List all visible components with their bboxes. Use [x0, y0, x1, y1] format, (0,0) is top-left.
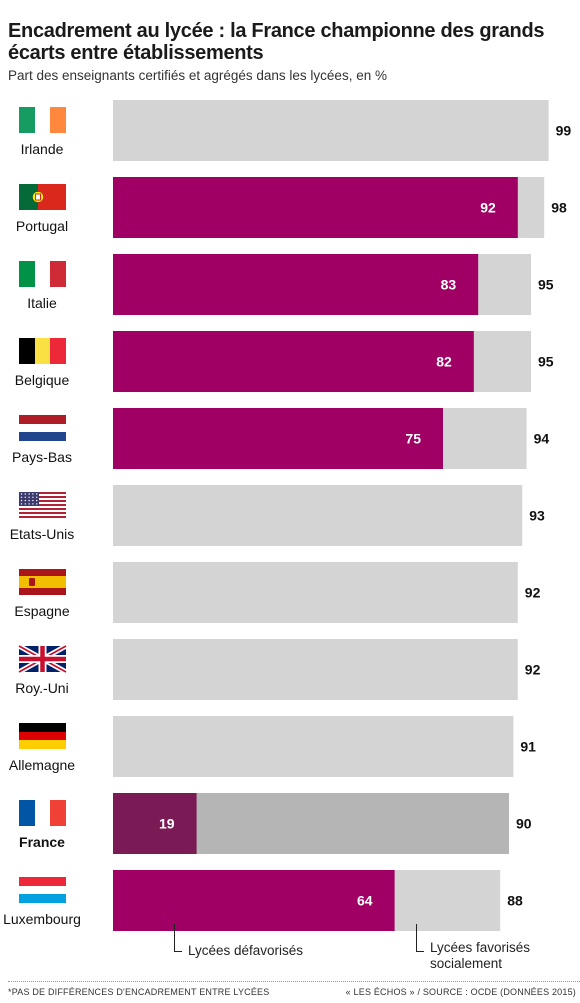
- data-label-disadvantaged: 92: [480, 200, 496, 216]
- legend-advantaged-label-line1: Lycées favorisés: [430, 940, 531, 955]
- legend-advantaged-label-line2: socialement: [430, 956, 503, 971]
- bar-disadvantaged: [113, 408, 443, 469]
- bar-disadvantaged: [113, 793, 197, 854]
- category-label: Belgique: [15, 372, 70, 388]
- usa-flag-icon: [19, 492, 66, 518]
- category-label: Italie: [27, 295, 57, 311]
- italy-flag-icon: [19, 261, 66, 287]
- data-label-advantaged: 93: [529, 508, 545, 524]
- footer-note: *PAS DE DIFFÉRENCES D'ENCADREMENT ENTRE …: [8, 987, 270, 997]
- bar-advantaged: [113, 639, 518, 700]
- data-label-advantaged: 90: [516, 816, 532, 832]
- legend-disadvantaged-tick: [174, 951, 182, 952]
- legend-advantaged-line: [416, 924, 417, 951]
- category-label: Roy.-Uni: [15, 680, 68, 696]
- category-label: Pays-Bas: [12, 449, 72, 465]
- bar-disadvantaged: [113, 870, 395, 931]
- legend-disadvantaged-label: Lycées défavorisés: [188, 943, 304, 958]
- bar-advantaged: [113, 716, 514, 777]
- chart-subtitle: Part des enseignants certifiés et agrégé…: [8, 68, 387, 83]
- data-label-disadvantaged: 75: [405, 431, 421, 447]
- data-label-advantaged: 94: [534, 431, 550, 447]
- data-label-disadvantaged: 19: [159, 816, 175, 832]
- category-label: Espagne: [14, 603, 69, 619]
- category-label: Portugal: [16, 218, 68, 234]
- data-label-disadvantaged: 83: [441, 277, 457, 293]
- bar-advantaged: [113, 485, 523, 546]
- bar-advantaged: [113, 100, 549, 161]
- footer-divider: [8, 981, 580, 982]
- data-label-advantaged: 91: [520, 739, 536, 755]
- data-label-advantaged: 95: [538, 277, 554, 293]
- portugal-flag-icon: [19, 184, 66, 210]
- bar-disadvantaged: [113, 254, 479, 315]
- data-label-advantaged: 88: [507, 893, 523, 909]
- germany-flag-icon: [19, 723, 66, 749]
- data-label-advantaged: 92: [525, 585, 541, 601]
- category-label: Irlande: [21, 141, 64, 157]
- legend-disadvantaged-line: [174, 924, 175, 951]
- bar-disadvantaged: [113, 177, 518, 238]
- data-label-disadvantaged: 64: [357, 893, 373, 909]
- france-flag-icon: [19, 800, 66, 826]
- spain-flag-icon: [19, 569, 66, 595]
- ireland-flag-icon: [19, 107, 66, 133]
- data-label-disadvantaged: 82: [436, 354, 452, 370]
- chart-title: Encadrement au lycée : la France champio…: [8, 20, 545, 64]
- category-label: France: [19, 834, 65, 850]
- uk-flag-icon: [17, 643, 68, 675]
- category-label: Luxembourg: [3, 911, 81, 927]
- data-label-advantaged: 98: [551, 200, 567, 216]
- category-label: Etats-Unis: [10, 526, 75, 542]
- category-label: Allemagne: [9, 757, 75, 773]
- luxembourg-flag-icon: [19, 877, 66, 903]
- legend-advantaged-tick: [416, 951, 424, 952]
- data-label-advantaged: 92: [525, 662, 541, 678]
- footer-source: « LES ÉCHOS » / SOURCE : OCDE (DONNÉES 2…: [345, 987, 576, 997]
- data-label-advantaged: 99: [556, 123, 572, 139]
- data-label-advantaged: 95: [538, 354, 554, 370]
- bar-disadvantaged: [113, 331, 474, 392]
- belgium-flag-icon: [19, 338, 66, 364]
- netherlands-flag-icon: [19, 415, 66, 441]
- bar-advantaged: [113, 562, 518, 623]
